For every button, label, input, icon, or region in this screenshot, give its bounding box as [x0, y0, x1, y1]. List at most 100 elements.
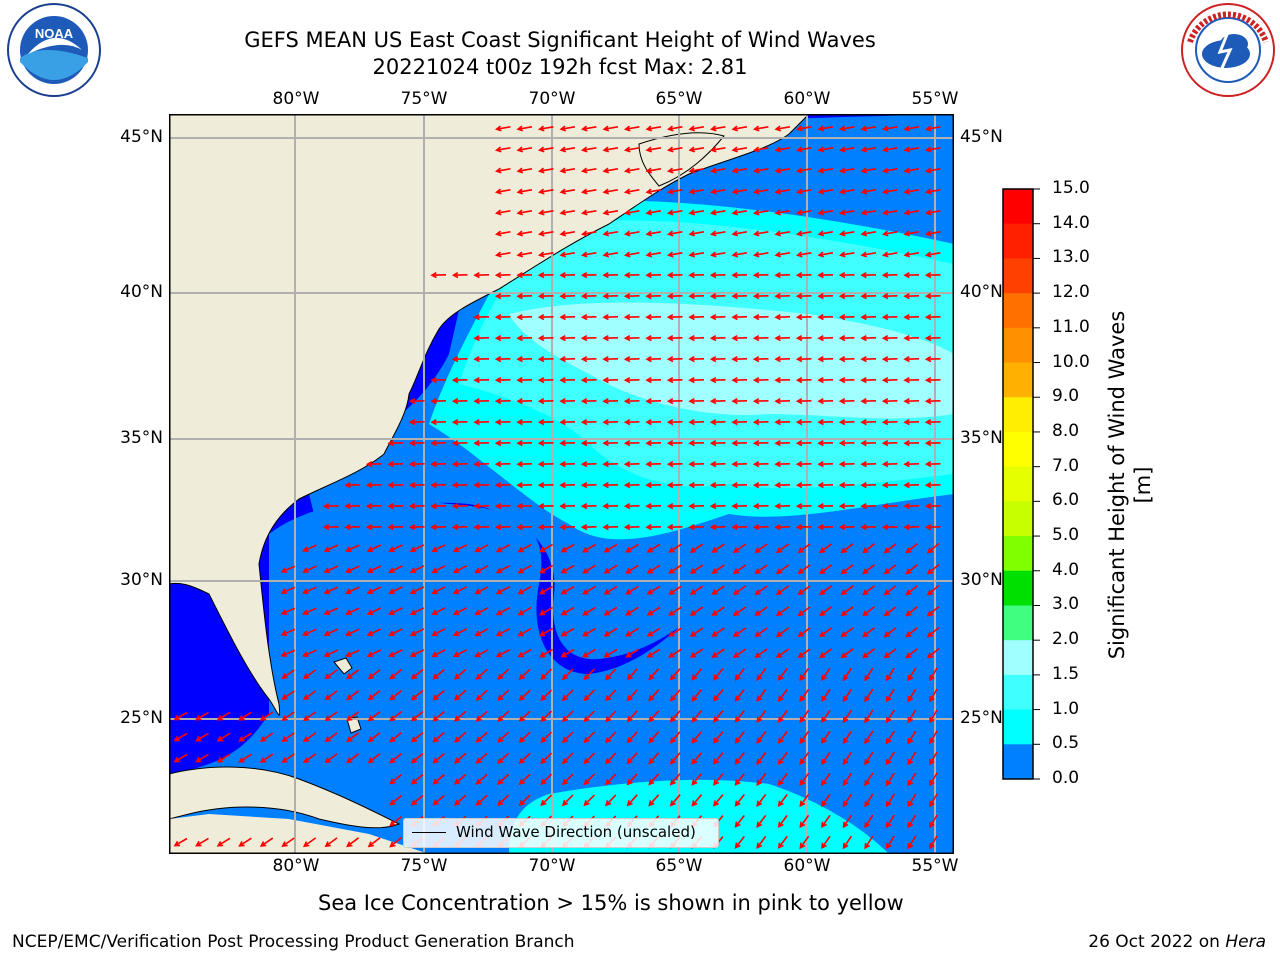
wave-arrow: [903, 272, 920, 279]
wave-arrow: [367, 669, 381, 680]
wave-arrow: [602, 503, 619, 510]
wave-arrow: [885, 793, 895, 808]
wave-height-map: [169, 114, 954, 854]
wave-arrow: [666, 272, 683, 279]
wave-arrow: [711, 627, 725, 637]
wave-arrow: [838, 503, 855, 510]
wave-arrow: [648, 668, 660, 681]
wave-arrow: [494, 272, 511, 279]
wave-arrow: [473, 335, 490, 342]
wave-arrow: [537, 146, 554, 153]
wave-arrow: [430, 482, 447, 489]
ocean-band-0.5-1.0: [169, 500, 954, 854]
wave-arrow: [409, 628, 425, 637]
wave-arrow: [756, 709, 767, 723]
wave-arrow: [603, 564, 618, 574]
wave-arrow: [623, 251, 640, 258]
wave-arrow: [537, 188, 554, 195]
wave-arrow: [774, 293, 791, 300]
wave-arrow: [774, 209, 791, 216]
wave-arrow: [474, 564, 489, 574]
lon-label-top: 75°W: [400, 89, 448, 109]
wave-arrow: [924, 503, 941, 510]
wave-arrow: [580, 230, 597, 237]
wave-arrow: [580, 188, 597, 195]
wave-arrow: [453, 668, 467, 680]
wave-arrow: [838, 524, 855, 531]
wave-arrow: [645, 377, 662, 384]
wave-arrow: [709, 440, 726, 447]
wave-arrow: [838, 188, 855, 195]
wave-arrow: [452, 649, 468, 658]
wave-arrow: [838, 440, 855, 447]
wave-arrow: [688, 188, 705, 195]
wave-arrow: [345, 565, 360, 574]
wave-arrow: [560, 627, 575, 637]
wave-arrow: [821, 814, 831, 829]
wave-arrow: [431, 586, 446, 595]
wave-arrow: [623, 440, 640, 447]
wave-arrow: [494, 314, 511, 321]
wave-arrow: [754, 648, 768, 658]
wave-arrow: [752, 356, 769, 363]
wave-arrow: [432, 752, 445, 764]
wave-arrow: [302, 628, 317, 636]
wave-arrow: [819, 564, 833, 575]
wave-arrow: [881, 398, 898, 405]
wave-arrow: [881, 293, 898, 300]
wave-arrow: [691, 731, 703, 744]
wave-arrow: [864, 751, 874, 766]
wave-arrow: [838, 398, 855, 405]
wave-arrow: [560, 648, 575, 658]
wave-arrow: [517, 585, 532, 595]
wave-arrow: [754, 585, 768, 595]
colorbar-tick-label: 1.5: [1052, 663, 1080, 684]
wave-arrow: [775, 606, 790, 617]
wave-arrow: [709, 419, 726, 426]
wave-arrow: [754, 564, 768, 574]
wave-arrow: [559, 251, 576, 258]
wave-arrow: [494, 524, 511, 531]
wave-arrow: [280, 607, 296, 615]
wave-arrow: [821, 688, 831, 703]
wave-arrow: [582, 585, 596, 595]
wave-arrow: [580, 356, 597, 363]
wave-arrow: [907, 751, 917, 766]
wave-arrow: [731, 377, 748, 384]
wave-arrow: [734, 731, 745, 744]
wave-arrow: [795, 272, 812, 279]
wave-arrow: [367, 753, 381, 764]
wave-arrow: [559, 356, 576, 363]
wave-arrow: [409, 607, 425, 616]
wave-arrow: [453, 794, 467, 806]
wave-arrow: [838, 314, 855, 321]
wave-arrow: [731, 524, 748, 531]
wave-arrow: [452, 628, 468, 637]
wave-arrow: [473, 503, 490, 510]
wave-arrow: [410, 773, 424, 785]
wave-arrow: [602, 524, 619, 531]
wave-arrow: [752, 209, 769, 216]
wave-arrow: [559, 314, 576, 321]
wave-arrow: [688, 167, 705, 174]
wave-arrow: [259, 732, 274, 742]
wave-arrow: [924, 482, 941, 489]
wave-arrow: [626, 752, 638, 765]
wave-arrow: [559, 482, 576, 489]
wave-arrow: [907, 730, 917, 745]
wave-arrow: [732, 564, 747, 574]
wave-arrow: [537, 272, 554, 279]
wave-arrow: [860, 377, 877, 384]
wave-arrow: [583, 752, 595, 765]
wave-arrow: [259, 753, 274, 763]
wave-arrow: [646, 606, 661, 616]
wave-arrow: [451, 503, 468, 510]
wave-arrow: [302, 544, 317, 552]
wave-arrow: [666, 251, 683, 258]
wave-arrow: [860, 230, 877, 237]
wave-arrow: [775, 543, 790, 554]
colorbar-tick-label: 9.0: [1052, 386, 1080, 407]
wave-arrow: [516, 230, 533, 237]
wave-arrow: [819, 585, 833, 596]
wave-arrow: [623, 398, 640, 405]
